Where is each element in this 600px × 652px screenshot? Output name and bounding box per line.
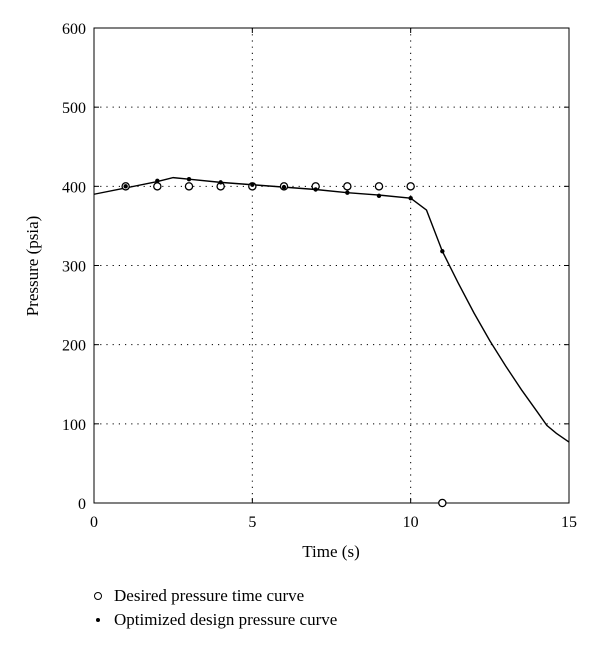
y-tick-label: 600	[62, 21, 86, 38]
desired-pressure-point	[406, 182, 415, 191]
y-tick-label: 400	[62, 179, 86, 196]
y-tick-label: 100	[62, 417, 86, 434]
optimized-pressure-point	[440, 249, 445, 254]
x-tick-label: 0	[90, 514, 98, 531]
optimized-pressure-point	[408, 196, 413, 201]
y-axis-label: Pressure (psia)	[23, 216, 42, 317]
y-tick-label: 200	[62, 338, 86, 355]
x-tick-label: 15	[561, 514, 577, 531]
desired-pressure-point	[343, 182, 352, 191]
optimized-pressure-point	[281, 184, 287, 190]
axis-ticks: 0 5 10 15 0 100 200 300 400 500 600	[62, 21, 577, 531]
legend-label-optimized: Optimized design pressure curve	[114, 610, 338, 629]
optimized-pressure-point	[218, 180, 223, 185]
legend-item-optimized: Optimized design pressure curve	[92, 608, 337, 632]
open-circle-marker-icon	[92, 592, 114, 600]
legend-label-desired: Desired pressure time curve	[114, 586, 305, 605]
optimized-pressure-point	[313, 187, 318, 192]
y-tick-label: 0	[78, 496, 86, 513]
optimized-pressure-point	[186, 177, 192, 182]
x-axis-label: Time (s)	[302, 542, 359, 561]
grid-lines	[94, 28, 569, 503]
desired-pressure-point	[374, 182, 384, 191]
y-tick-label: 300	[62, 259, 86, 276]
chart-legend: Desired pressure time curve Optimized de…	[92, 584, 337, 632]
data-series	[93, 176, 570, 508]
optimized-pressure-point	[345, 190, 350, 195]
optimized-pressure-point	[155, 178, 160, 183]
desired-pressure-point	[153, 182, 162, 191]
x-tick-label: 5	[248, 514, 256, 531]
y-tick-label: 500	[62, 100, 86, 117]
legend-item-desired: Desired pressure time curve	[92, 584, 337, 608]
desired-pressure-point	[184, 182, 194, 191]
optimized-pressure-point	[123, 184, 128, 189]
pressure-curve-line	[93, 176, 570, 443]
optimized-pressure-point	[250, 182, 255, 187]
optimized-pressure-point	[376, 193, 382, 199]
x-tick-label: 10	[403, 514, 419, 531]
dot-marker-icon	[92, 618, 114, 622]
desired-pressure-point	[438, 498, 447, 508]
